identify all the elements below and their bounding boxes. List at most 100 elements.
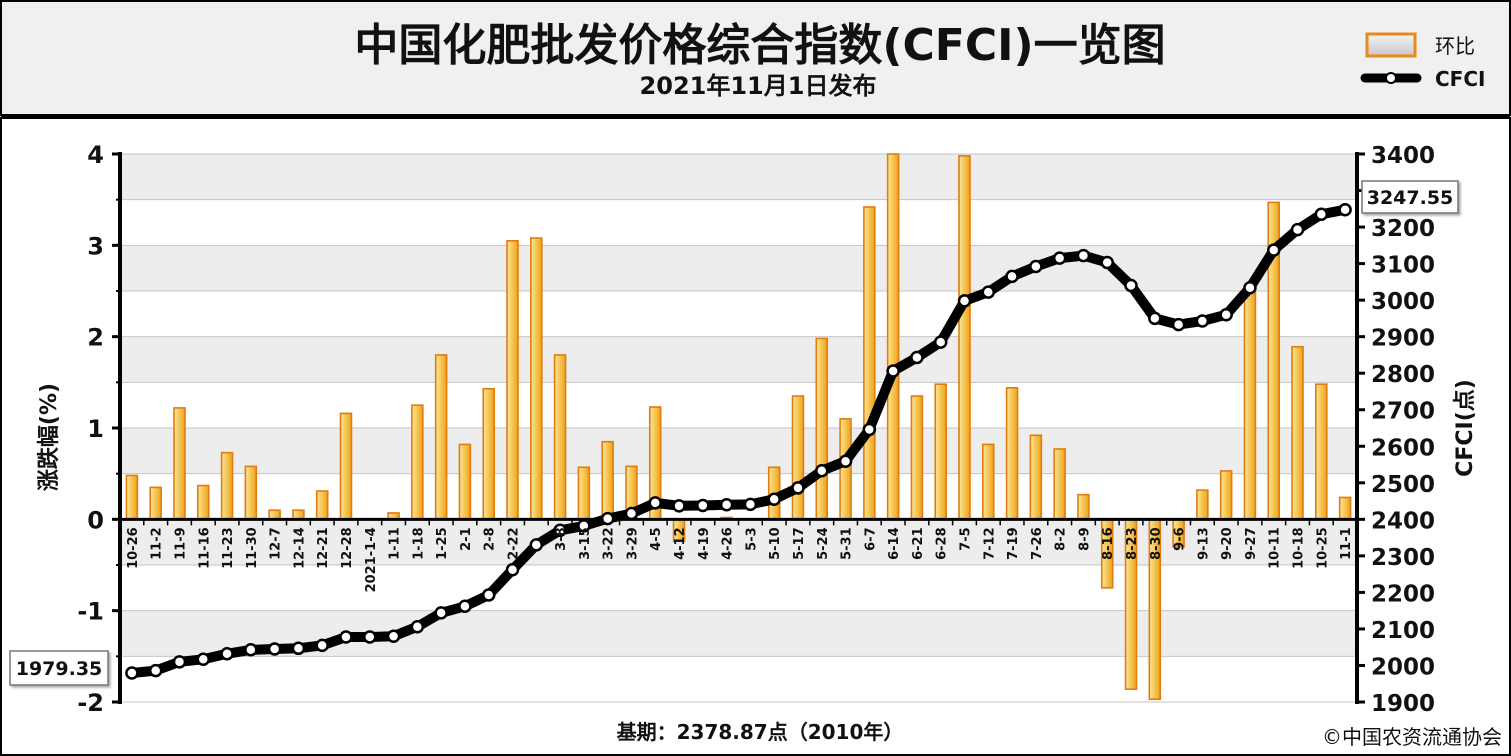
cfci-point [1148,311,1162,326]
x-tick-label: 3-15 [578,527,593,560]
x-tick-label: 9-27 [1244,527,1259,560]
bar [1029,434,1043,521]
bar [339,412,353,521]
bar [458,443,472,521]
y-right-tick-label: 2000 [1371,654,1435,680]
cfci-point [957,294,972,308]
cfci-point [648,496,662,510]
x-tick-label: 9-13 [1196,527,1211,560]
bar-series [125,153,1352,701]
cfci-point [291,641,306,656]
bar [1315,383,1328,521]
x-tick-label: 5-17 [792,527,807,560]
grid-band [120,382,1357,428]
legend-line-label: CFCI [1435,67,1485,91]
x-tick-label: 11-2 [150,527,165,560]
cfci-point [1005,269,1019,284]
bar [125,474,139,521]
grid-band [120,245,1357,291]
x-tick-label: 10-25 [1315,527,1330,569]
x-tick-label: 6-7 [863,527,878,551]
bar [434,354,448,521]
bar [577,466,591,521]
x-tick-label: 3-22 [602,527,617,560]
cfci-point [933,335,948,349]
y-left-tick-label: 4 [87,141,104,169]
start-value-label: 1979.35 [16,658,103,680]
cfci-point [696,498,710,513]
bar [934,383,947,521]
cfci-point [767,492,781,506]
bar [1196,489,1209,521]
cfci-point [719,497,734,512]
x-tick-label: 12-7 [269,527,284,560]
cfci-point [196,652,211,667]
bar [1243,285,1257,521]
bar [1077,493,1090,521]
grid-band [120,565,1357,611]
cfci-point [1195,314,1210,328]
x-tick-label: 4-12 [673,527,688,560]
cfci-point [410,619,425,634]
cfci-point [1076,248,1091,263]
bar [839,418,852,521]
cfci-point [529,538,544,552]
legend: 环比 CFCI [1360,32,1485,91]
cfci-point [148,663,163,678]
x-tick-label: 2-22 [507,527,522,560]
x-tick-label: 8-30 [1149,527,1164,560]
cfci-point [434,606,448,620]
cfci-point [862,422,877,437]
x-tick-label: 5-3 [744,527,759,551]
cfci-point [624,506,639,521]
cfci-point [315,638,329,653]
x-tick-label: 3-29 [625,527,640,560]
bar [482,387,495,521]
x-tick-label: 1-25 [435,527,450,560]
x-tick-label: 4-19 [697,527,712,560]
x-tick-label: 5-10 [768,527,783,560]
y-right-tick-label: 2200 [1371,581,1435,607]
x-tick-label: 2021-1-4 [364,527,379,592]
cfci-point [458,599,472,614]
y-right-tick-label: 3000 [1371,289,1435,315]
x-tick-label: 11-30 [245,527,260,569]
grid-band [120,199,1357,246]
bar [411,404,424,521]
bar [601,440,614,521]
chart-title: 中国化肥批发价格综合指数(CFCI)一览图 [354,20,1165,71]
cfci-point [886,364,900,378]
header-panel [0,0,1511,116]
x-tick-label: 11-9 [173,527,188,560]
grid-band [120,336,1357,383]
y-right-tick-label: 3400 [1371,143,1435,169]
x-tick-labels: 10-26 11-2 11-9 11-16 11-23 11-30 12-7 12-14 12-… [126,527,1354,592]
cfci-point [1243,280,1257,295]
start-value-box [9,650,109,686]
x-tick-label: 3-8 [554,527,569,551]
x-tick-label: 6-21 [911,527,926,560]
x-tick-label: 6-14 [887,527,902,560]
x-tick-label: 8-2 [1054,527,1069,551]
x-tick-label: 1-18 [411,527,426,560]
cfci-point [981,285,996,299]
y-left-tick-label: -2 [77,689,104,717]
cfci-point [386,629,401,643]
x-tick-label: 5-24 [816,527,831,560]
bar [553,354,567,521]
cfci-point [838,454,853,468]
y-left-tick-label: -1 [77,598,104,626]
x-tick-label: 12-14 [292,527,307,569]
x-tick-label: 1-11 [388,527,403,560]
bar [910,395,924,521]
y-right-tick-label: 1900 [1371,691,1435,717]
x-tick-label: 8-16 [1101,527,1116,560]
end-value-label: 3247.55 [1367,187,1454,209]
grid-band [120,473,1357,520]
cfci-point [1029,259,1043,274]
bar [1291,345,1304,521]
y-left-axis-label: 涨跌幅(%) [37,383,62,491]
x-tick-label: 7-5 [958,527,973,551]
start-value-callout: 1979.35 [9,650,109,686]
